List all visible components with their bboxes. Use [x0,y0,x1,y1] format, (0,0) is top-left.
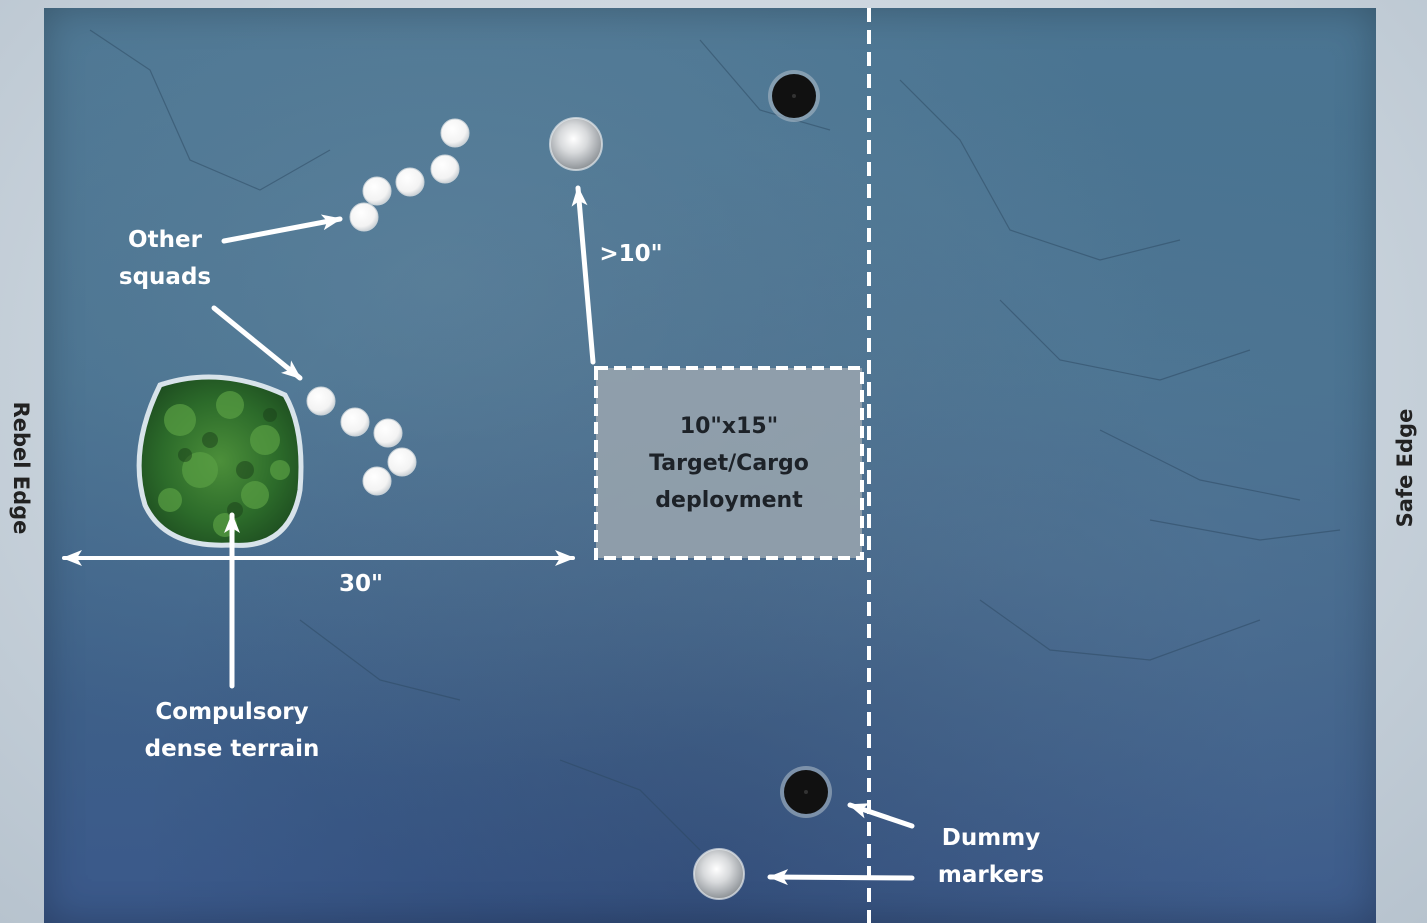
label-terrain-line1: Compulsory [155,699,309,725]
deployment-zone [594,366,864,560]
label-other-squads: Other squads [119,222,211,296]
target-marker [549,117,603,171]
label-distance-30: 30" [339,571,383,597]
arrow-other-squads-lower [211,305,303,381]
arrow-distance-gt10 [571,185,596,365]
arrow-other-squads-upper [221,214,343,244]
arrow-dummy-metal [767,869,915,886]
label-other-squads-line2: squads [118,264,212,290]
deployment-size: 10"x15" [679,413,779,439]
arrow-dummy-black [847,802,915,829]
label-dummy-markers: Dummy markers [938,820,1044,894]
label-dummy-line2: markers [937,862,1045,888]
deployment-subtitle: deployment [655,487,803,513]
deployment-title: Target/Cargo [649,450,809,476]
deployment-zone-label: 10"x15" Target/Cargo deployment [596,368,862,558]
label-dummy-line1: Dummy [941,825,1041,851]
black-marker-top [768,70,820,122]
label-other-squads-line1: Other [128,227,202,253]
dense-terrain [136,374,304,548]
label-terrain-line2: dense terrain [144,736,320,762]
black-marker-bottom [780,766,832,818]
label-compulsory-terrain: Compulsory dense terrain [145,694,320,768]
squad-tokens-lower [306,386,417,496]
board-cracks [89,29,1341,851]
label-distance-gt10: >10" [599,241,663,267]
squad-tokens-upper [349,118,470,232]
dummy-marker-metal [693,848,745,900]
